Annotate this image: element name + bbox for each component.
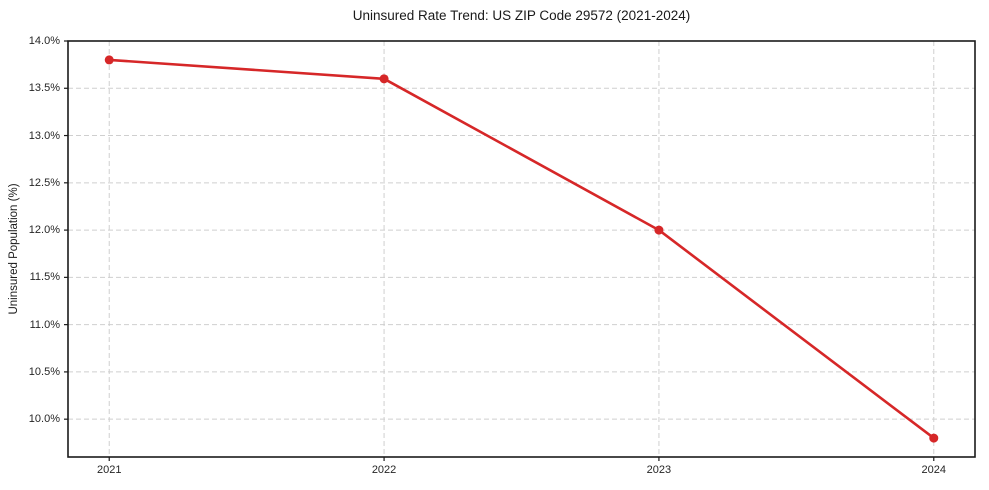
y-tick-label: 13.5% xyxy=(28,82,60,95)
data-point-marker xyxy=(104,55,114,65)
plot-border xyxy=(67,40,976,458)
axis-tick-marks xyxy=(64,40,935,461)
x-tick-label: 2022 xyxy=(371,464,397,476)
y-tick-label: 14.0% xyxy=(28,35,60,47)
y-tick-label: 13.0% xyxy=(28,129,60,142)
y-tick-label: 12.0% xyxy=(28,224,60,237)
y-tick-label: 10.0% xyxy=(28,413,60,426)
data-point-marker xyxy=(654,225,664,235)
y-tick-label: 11.5% xyxy=(29,271,60,284)
trend-line xyxy=(107,58,936,440)
data-point-marker xyxy=(929,433,939,443)
y-tick-label: 11.0% xyxy=(29,318,60,331)
y-tick-label: 12.5% xyxy=(28,176,60,189)
gridlines xyxy=(68,40,975,457)
x-tick-label: 2023 xyxy=(646,464,672,476)
x-tick-label: 2024 xyxy=(921,464,946,476)
data-point-marker xyxy=(379,74,389,84)
chart-title: Uninsured Rate Trend: US ZIP Code 29572 … xyxy=(352,8,691,23)
data-series xyxy=(104,55,939,443)
y-tick-label: 10.5% xyxy=(28,365,60,378)
x-tick-label: 2021 xyxy=(96,464,122,476)
